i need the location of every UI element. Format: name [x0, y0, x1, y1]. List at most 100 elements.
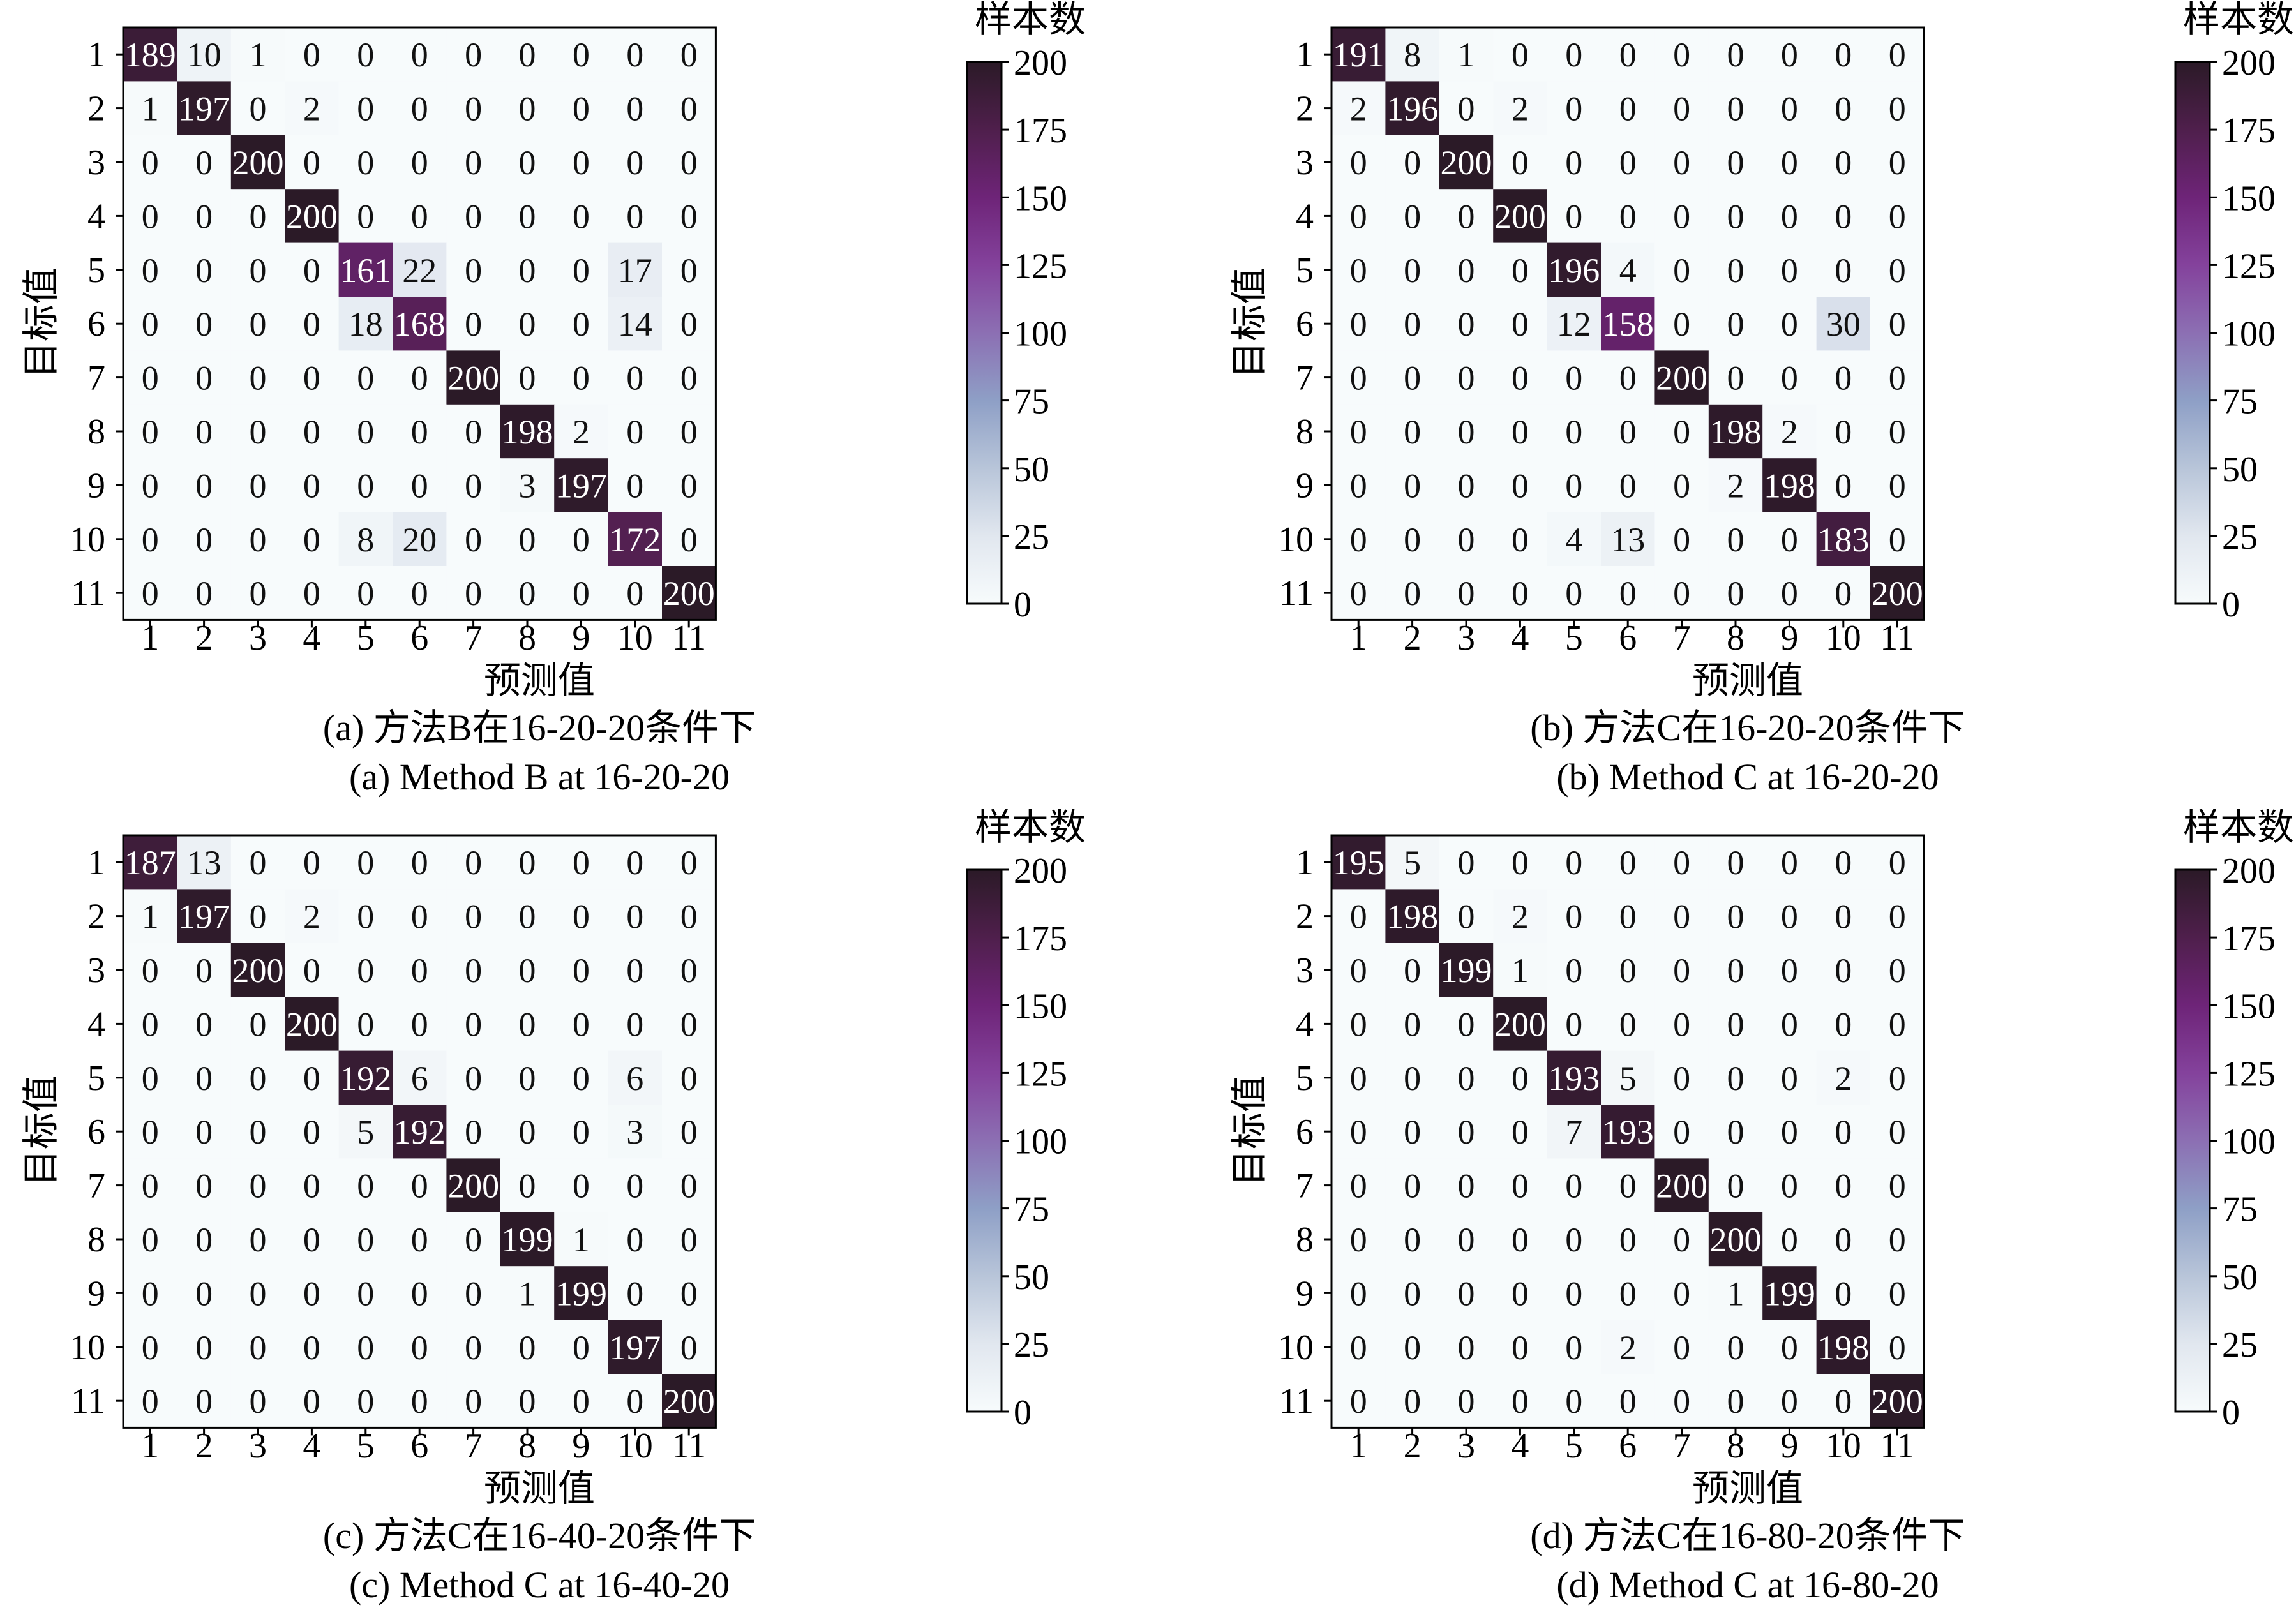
heatmap-cell — [1654, 1266, 1709, 1321]
cell-value-label: 0 — [411, 844, 428, 882]
heatmap-cell — [608, 27, 663, 82]
cell-value-label: 0 — [411, 90, 428, 128]
heatmap-cell — [1439, 135, 1494, 190]
heatmap-cell — [1332, 1050, 1386, 1105]
cell-value-label: 0 — [1781, 1167, 1798, 1205]
cell-value-label: 0 — [142, 1382, 159, 1420]
cell-value-label: 0 — [1512, 574, 1529, 613]
heatmap-cell — [554, 1266, 609, 1321]
cell-value-label: 0 — [1404, 521, 1421, 559]
heatmap-cell — [554, 835, 609, 890]
cell-value-label: 0 — [680, 251, 698, 290]
cell-value-label: 0 — [680, 1005, 698, 1043]
cell-value-label: 197 — [178, 90, 230, 128]
y-tick-label: 2 — [87, 897, 105, 937]
heatmap-cell — [393, 1105, 447, 1159]
cell-value-label: 0 — [680, 1113, 698, 1151]
heatmap-cell — [1493, 81, 1548, 136]
x-tick-label: 8 — [518, 618, 536, 658]
heatmap-cell — [1439, 1212, 1494, 1267]
x-axis-label: 预测值 — [484, 1468, 595, 1509]
heatmap-cell — [446, 1158, 501, 1213]
heatmap-cell — [1493, 943, 1548, 997]
heatmap-cell — [285, 1212, 340, 1267]
heatmap-cell — [230, 1374, 285, 1428]
heatmap-cell — [1870, 1158, 1925, 1213]
heatmap-cell — [1385, 458, 1440, 513]
cell-value-label: 0 — [573, 574, 590, 613]
heatmap-cell — [1870, 889, 1925, 944]
cell-value-label: 5 — [1404, 844, 1421, 882]
cell-value-label: 0 — [465, 521, 482, 559]
heatmap-cell — [177, 135, 232, 190]
heatmap-cell — [554, 566, 609, 620]
cell-value-label: 0 — [1512, 36, 1529, 74]
cell-value-label: 189 — [124, 36, 176, 74]
heatmap-cell — [446, 1320, 501, 1375]
heatmap-cell — [123, 27, 177, 82]
colorbar — [2174, 868, 2211, 1413]
cell-value-label: 195 — [1333, 844, 1384, 882]
heatmap-cell — [1493, 512, 1548, 567]
y-tick-label: 9 — [1296, 1274, 1314, 1313]
heatmap-cell — [177, 997, 232, 1052]
heatmap-cell — [1439, 458, 1494, 513]
heatmap-cell — [338, 943, 393, 997]
x-tick-label: 11 — [1880, 1426, 1914, 1466]
heatmap-cell — [285, 1105, 340, 1159]
cell-value-label: 0 — [195, 1221, 213, 1259]
heatmap-cell — [1385, 1374, 1440, 1428]
heatmap-cell — [1762, 1320, 1817, 1375]
heatmap-cell — [1439, 943, 1494, 997]
cell-value-label: 1 — [1727, 1274, 1745, 1313]
heatmap-cell — [1493, 1374, 1548, 1428]
heatmap-cell — [1870, 943, 1925, 997]
cell-value-label: 0 — [195, 951, 213, 990]
cell-value-label: 0 — [1350, 951, 1367, 990]
cell-value-label: 2 — [1350, 90, 1367, 128]
cell-value-label: 0 — [465, 36, 482, 74]
cell-value-label: 0 — [1565, 1221, 1582, 1259]
heatmap-cell — [393, 189, 447, 244]
cell-value-label: 0 — [250, 1005, 267, 1043]
y-tick-label: 11 — [71, 574, 105, 613]
cell-value-label: 6 — [411, 1059, 428, 1098]
x-tick-label: 4 — [1511, 618, 1529, 658]
cell-value-label: 0 — [465, 144, 482, 182]
cell-value-label: 0 — [1781, 844, 1798, 882]
heatmap-cell — [1708, 458, 1763, 513]
cell-value-label: 0 — [1889, 413, 1906, 451]
cell-value-label: 0 — [1889, 951, 1906, 990]
cell-value-label: 0 — [1727, 1167, 1745, 1205]
cell-value-label: 0 — [1350, 898, 1367, 936]
cell-value-label: 0 — [1673, 574, 1690, 613]
heatmap-cell — [177, 1320, 232, 1375]
x-tick-label: 4 — [1511, 1426, 1529, 1466]
cell-value-label: 20 — [402, 521, 437, 559]
cell-value-label: 0 — [1512, 1329, 1529, 1367]
heatmap-cell — [1385, 1050, 1440, 1105]
heatmap-cell — [446, 458, 501, 513]
heatmap-cell — [1601, 889, 1655, 944]
heatmap-cell — [393, 81, 447, 136]
cell-value-label: 0 — [1565, 36, 1582, 74]
heatmap-cell — [1708, 835, 1763, 890]
colorbar-tick-label: 200 — [1014, 43, 1067, 83]
heatmap-cell — [1547, 404, 1602, 459]
heatmap-cell — [1654, 189, 1709, 244]
heatmap-cell — [554, 135, 609, 190]
cell-value-label: 0 — [1835, 1167, 1852, 1205]
heatmap-cell — [1816, 1266, 1871, 1321]
cell-value-label: 200 — [663, 1382, 715, 1420]
cell-value-label: 0 — [519, 1382, 536, 1420]
cell-value-label: 0 — [1727, 1113, 1745, 1151]
cell-value-label: 0 — [519, 898, 536, 936]
cell-value-label: 0 — [142, 1005, 159, 1043]
colorbar-tick-label: 175 — [2222, 919, 2276, 958]
heatmap-cell — [230, 997, 285, 1052]
heatmap-cell — [1439, 297, 1494, 351]
heatmap-cell — [1816, 242, 1871, 297]
colorbar-tick-label: 100 — [2222, 315, 2276, 354]
cell-value-label: 0 — [142, 359, 159, 398]
heatmap-cell — [1385, 512, 1440, 567]
